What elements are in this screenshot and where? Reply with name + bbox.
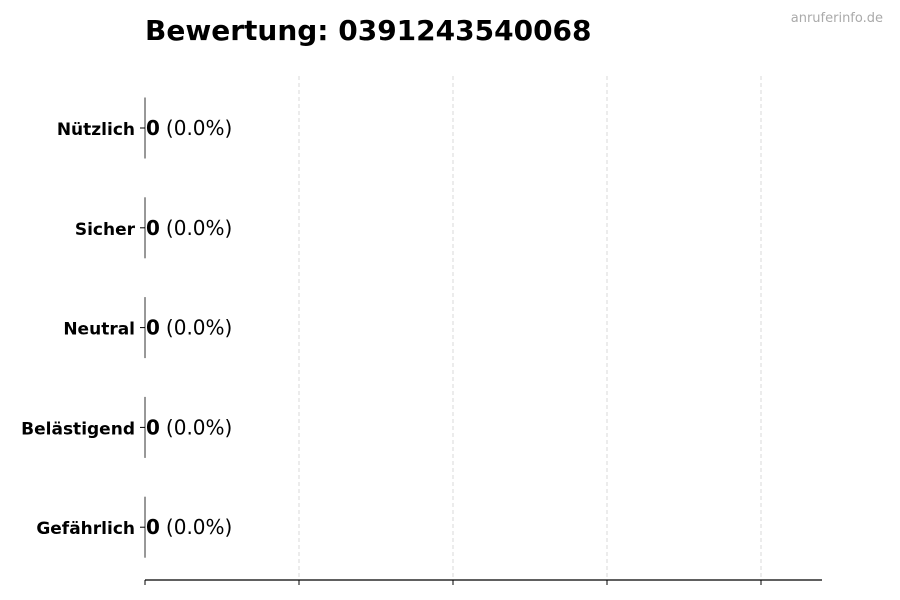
percent-label: (0.0%) [166,216,232,240]
count-label: 0 [146,515,160,539]
grid [298,76,762,580]
category-label: Neutral [63,320,135,340]
count-label: 0 [146,415,160,439]
count-label: 0 [146,216,160,240]
data-label: 0 (0.0%) [146,316,232,340]
category-label: Gefährlich [36,519,135,539]
watermark: anruferinfo.de [791,11,883,26]
data-label: 0 (0.0%) [146,116,232,140]
bars: 0 (0.0%)0 (0.0%)0 (0.0%)0 (0.0%)0 (0.0%) [144,97,232,558]
category-label: Belästigend [21,419,135,439]
count-label: 0 [146,316,160,340]
data-label: 0 (0.0%) [146,216,232,240]
percent-label: (0.0%) [166,415,232,439]
percent-label: (0.0%) [166,515,232,539]
category-label: Nützlich [57,120,135,140]
chart-title: Bewertung: 0391243540068 [145,14,592,47]
percent-label: (0.0%) [166,116,232,140]
category-label: Sicher [75,220,136,240]
data-label: 0 (0.0%) [146,415,232,439]
x-axis: Nützlich Sicher Neutral Belästigend Gefährli… [21,120,822,585]
percent-label: (0.0%) [166,316,232,340]
data-label: 0 (0.0%) [146,515,232,539]
count-label: 0 [146,116,160,140]
